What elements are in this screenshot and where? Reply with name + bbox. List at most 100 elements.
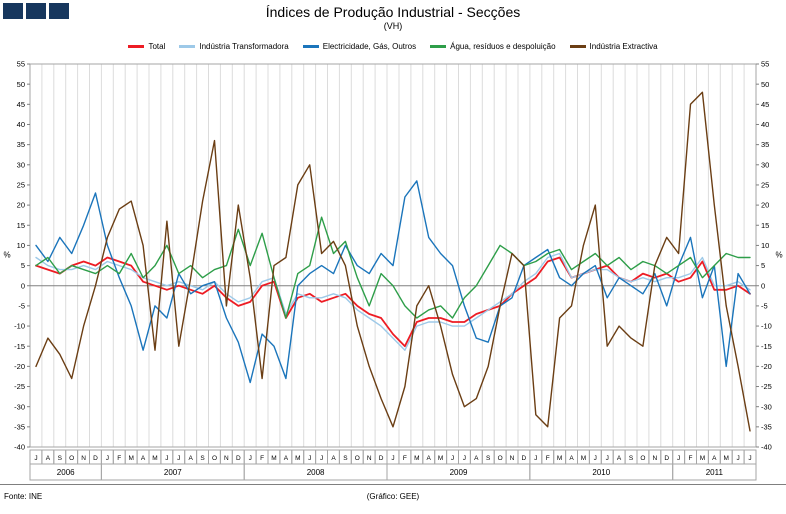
logo-squares	[3, 3, 69, 19]
svg-text:25: 25	[761, 181, 769, 190]
svg-text:30: 30	[17, 160, 25, 169]
svg-text:M: M	[723, 455, 728, 462]
legend-swatch-extractiva	[569, 44, 586, 48]
svg-text:50: 50	[761, 80, 769, 89]
svg-text:M: M	[128, 455, 133, 462]
legend-swatch-total	[128, 44, 145, 48]
svg-text:2010: 2010	[592, 468, 610, 477]
svg-text:J: J	[594, 455, 597, 462]
legend-item-electricidade: Electricidade, Gás, Outros	[302, 42, 416, 51]
svg-text:J: J	[736, 455, 739, 462]
svg-text:D: D	[379, 455, 384, 462]
svg-text:M: M	[295, 455, 300, 462]
legend-label-agua: Água, resíduos e despoluição	[450, 41, 556, 51]
svg-text:20: 20	[17, 201, 25, 210]
legend-swatch-agua	[430, 44, 447, 48]
svg-text:N: N	[652, 455, 657, 462]
svg-text:40: 40	[17, 120, 25, 129]
svg-text:J: J	[451, 455, 454, 462]
svg-text:2008: 2008	[307, 468, 325, 477]
svg-text:45: 45	[17, 100, 25, 109]
svg-text:J: J	[606, 455, 609, 462]
chart-series-3	[35, 216, 751, 319]
legend-label-extractiva: Indústria Extractiva	[589, 41, 658, 51]
svg-text:O: O	[212, 455, 217, 462]
svg-text:25: 25	[17, 181, 25, 190]
svg-text:-20: -20	[14, 362, 25, 371]
svg-text:2006: 2006	[57, 468, 75, 477]
svg-text:J: J	[748, 455, 751, 462]
svg-text:J: J	[177, 455, 180, 462]
legend-swatch-electricidade	[302, 44, 319, 48]
svg-text:D: D	[522, 455, 527, 462]
svg-text:N: N	[224, 455, 229, 462]
legend-item-agua: Água, resíduos e despoluição	[430, 41, 556, 51]
legend-item-transformadora: Indústria Transformadora	[179, 42, 289, 51]
svg-text:F: F	[689, 455, 693, 462]
svg-text:N: N	[81, 455, 86, 462]
svg-text:2007: 2007	[164, 468, 182, 477]
svg-text:10: 10	[17, 241, 25, 250]
y-axis-label-left: %	[3, 251, 10, 260]
svg-text:20: 20	[761, 201, 769, 210]
svg-text:2009: 2009	[450, 468, 468, 477]
svg-text:40: 40	[761, 120, 769, 129]
svg-text:55: 55	[761, 60, 769, 69]
chart-series-4	[35, 91, 751, 432]
svg-text:S: S	[343, 455, 348, 462]
svg-text:M: M	[557, 455, 562, 462]
svg-text:35: 35	[761, 140, 769, 149]
svg-text:A: A	[427, 455, 432, 462]
svg-text:A: A	[141, 455, 146, 462]
svg-text:O: O	[69, 455, 74, 462]
plot-border	[29, 63, 757, 448]
svg-text:S: S	[486, 455, 491, 462]
svg-text:30: 30	[761, 160, 769, 169]
chart-header: Índices de Produção Industrial - Secções…	[0, 0, 786, 38]
svg-text:M: M	[581, 455, 586, 462]
svg-text:J: J	[677, 455, 680, 462]
svg-text:J: J	[320, 455, 323, 462]
svg-text:D: D	[93, 455, 98, 462]
svg-text:A: A	[712, 455, 717, 462]
svg-text:A: A	[331, 455, 336, 462]
svg-text:A: A	[617, 455, 622, 462]
svg-text:J: J	[165, 455, 168, 462]
chart-series-1	[35, 252, 751, 351]
svg-text:2011: 2011	[706, 468, 724, 477]
svg-text:5: 5	[761, 261, 765, 270]
svg-text:M: M	[414, 455, 419, 462]
svg-text:O: O	[498, 455, 503, 462]
svg-text:-10: -10	[761, 322, 772, 331]
svg-text:F: F	[260, 455, 264, 462]
svg-text:S: S	[200, 455, 205, 462]
svg-text:J: J	[534, 455, 537, 462]
source-label: Fonte: INE	[4, 492, 43, 501]
svg-text:A: A	[569, 455, 574, 462]
svg-text:55: 55	[17, 60, 25, 69]
chart-series-2	[35, 180, 751, 384]
chart-series-0	[35, 256, 751, 348]
svg-text:-40: -40	[14, 443, 25, 452]
legend-item-total: Total	[128, 42, 165, 51]
svg-text:M: M	[152, 455, 157, 462]
svg-text:O: O	[355, 455, 360, 462]
svg-text:S: S	[629, 455, 634, 462]
svg-text:O: O	[640, 455, 645, 462]
svg-text:N: N	[510, 455, 515, 462]
svg-text:5: 5	[21, 261, 25, 270]
svg-text:0: 0	[761, 281, 765, 290]
svg-text:0: 0	[21, 281, 25, 290]
svg-text:N: N	[367, 455, 372, 462]
svg-text:-20: -20	[761, 362, 772, 371]
svg-text:15: 15	[761, 221, 769, 230]
svg-text:J: J	[106, 455, 109, 462]
legend-swatch-transformadora	[179, 44, 196, 48]
svg-text:J: J	[391, 455, 394, 462]
legend-item-extractiva: Indústria Extractiva	[569, 41, 658, 51]
y-axis-label-right: %	[775, 251, 782, 260]
svg-text:-30: -30	[14, 402, 25, 411]
svg-text:-25: -25	[14, 382, 25, 391]
